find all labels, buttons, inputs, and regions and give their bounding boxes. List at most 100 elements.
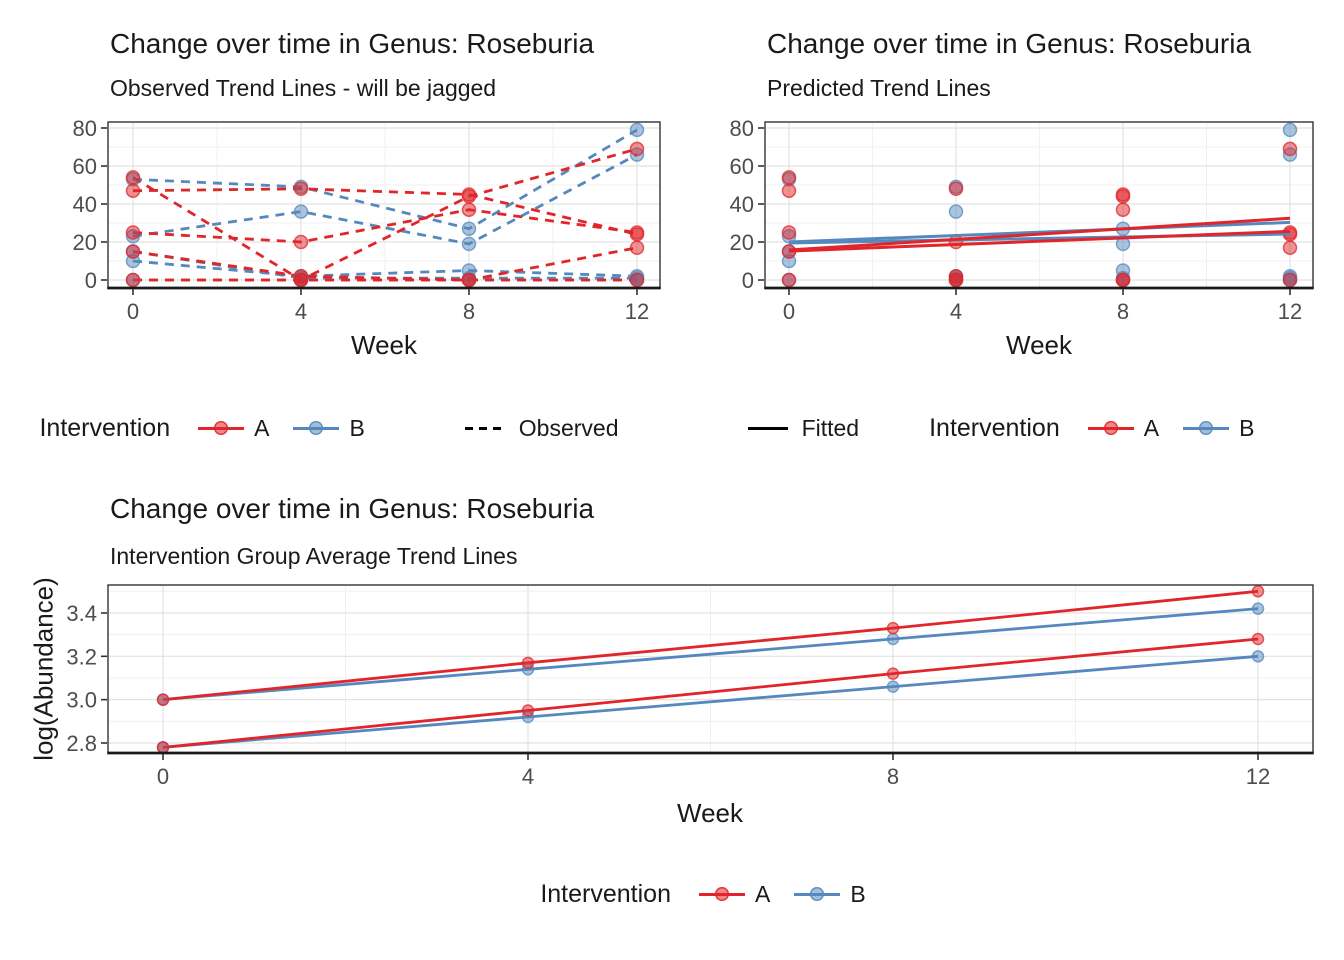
series-line-B-subject-3: [132, 259, 638, 278]
data-point: [521, 704, 535, 717]
data-point: [125, 225, 141, 240]
y-tick-label: 60: [730, 154, 754, 179]
data-point: [1282, 272, 1298, 288]
legend-key-a: [698, 880, 745, 908]
axis-ticks-and-labels: 0 4 8 12 0 20 40 60 80: [73, 116, 650, 324]
observed-x-axis-title: Week: [351, 330, 417, 360]
predicted-subtitle: Predicted Trend Lines: [767, 75, 991, 101]
legend-point-b-icon: [309, 421, 324, 435]
y-tick-label: 40: [73, 192, 97, 217]
legend-key-a: [1087, 414, 1134, 442]
data-point: [781, 225, 797, 240]
legend-point-b-icon: [1199, 421, 1214, 435]
data-point: [1251, 602, 1265, 615]
solid-line-key-icon: [747, 426, 788, 430]
y-tick-label: 3.2: [66, 644, 97, 669]
data-point: [1251, 585, 1265, 598]
data-point: [948, 204, 964, 219]
data-point: [521, 656, 535, 670]
x-tick-label: 0: [127, 299, 139, 324]
legend-label-b: B: [1239, 414, 1255, 441]
data-point: [1282, 240, 1298, 255]
average-legend: Intervention A B: [76, 878, 1344, 910]
legend-label-a: A: [254, 414, 270, 441]
y-tick-label: 2.8: [66, 731, 97, 756]
legend-key-b: [293, 414, 340, 442]
y-tick-label: 3.0: [66, 688, 97, 713]
data-point: [156, 741, 170, 754]
predicted-linetype-label: Fitted: [801, 414, 860, 441]
legend-point-b-icon: [810, 887, 825, 901]
data-point: [125, 183, 141, 198]
average-subtitle: Intervention Group Average Trend Lines: [110, 543, 518, 569]
legend-key-b: [1183, 414, 1230, 442]
y-tick-label: 60: [73, 154, 97, 179]
data-point: [125, 244, 141, 259]
data-point: [781, 183, 797, 198]
x-tick-label: 0: [783, 299, 795, 324]
predicted-title: Change over time in Genus: Roseburia: [767, 28, 1252, 59]
fitted-line-A: [788, 229, 1291, 253]
data-point: [886, 621, 900, 635]
average-y-axis-title: log(Abundance): [28, 577, 59, 761]
series-line-A-average-upper: [162, 589, 1259, 702]
x-tick-label: 4: [522, 764, 534, 789]
average-plot-canvas: 0 4 8 12 2.8 3.0 3.2 3.4: [66, 584, 1314, 789]
x-tick-label: 12: [625, 299, 649, 324]
predicted-chart: 0 4 8 12 0 20 40 60 80 Change over time in Genus…: [672, 0, 1344, 392]
average-chart: 0 4 8 12 2.8 3.0 3.2 3.4 Change over time in Ge…: [0, 470, 1344, 860]
series-line-A-subject-1: [132, 147, 638, 282]
trend-lines: [162, 589, 1259, 749]
average-title: Change over time in Genus: Roseburia: [110, 493, 595, 524]
data-point: [461, 272, 477, 288]
observed-plot-canvas: 0 4 8 12 0 20 40 60 80: [73, 116, 661, 324]
x-tick-label: 12: [1278, 299, 1302, 324]
data-point: [1115, 187, 1131, 202]
predicted-x-axis-title: Week: [1006, 330, 1072, 360]
y-tick-label: 80: [73, 116, 97, 141]
observed-legend: Intervention A B Observed: [0, 412, 672, 444]
series-line-A-average-lower: [162, 637, 1259, 749]
data-point: [293, 204, 309, 219]
gridlines: [108, 585, 1313, 753]
average-legend-title: Intervention: [540, 879, 671, 908]
data-point: [461, 221, 477, 236]
legend-point-a-icon: [714, 887, 729, 901]
data-point: [629, 240, 645, 255]
series-line-A-subject-4: [132, 246, 638, 282]
x-tick-label: 8: [463, 299, 475, 324]
data-point: [461, 187, 477, 202]
observed-legend-title: Intervention: [39, 413, 171, 442]
series-line-B-average-lower: [162, 654, 1259, 749]
legend-key-a: [198, 414, 245, 442]
data-point: [1251, 650, 1265, 663]
x-tick-label: 8: [887, 764, 899, 789]
gridlines: [765, 122, 1313, 288]
legend-label-b: B: [349, 414, 365, 441]
axis-ticks-and-labels: 0 4 8 12 0 20 40 60 80: [730, 116, 1303, 324]
predicted-legend: Fitted Intervention A B: [672, 412, 1344, 444]
legend-label-a: A: [754, 880, 771, 907]
y-tick-label: 0: [85, 268, 97, 293]
data-point: [1282, 141, 1298, 157]
observed-subtitle: Observed Trend Lines - will be jagged: [110, 75, 497, 101]
data-point: [1251, 632, 1265, 646]
x-tick-label: 0: [157, 764, 169, 789]
data-points: [156, 585, 1265, 754]
data-point: [629, 122, 645, 138]
legend-label-a: A: [1143, 414, 1160, 441]
legend-point-a-icon: [214, 421, 229, 435]
fitted-line-B: [788, 220, 1291, 244]
data-point: [461, 236, 477, 252]
data-point: [1115, 272, 1131, 288]
series-line-B-average-upper: [162, 607, 1259, 702]
legend-point-a-icon: [1103, 421, 1118, 435]
series-line-A-subject-3: [132, 208, 638, 244]
data-point: [948, 181, 964, 197]
data-point: [629, 225, 645, 240]
y-tick-label: 80: [730, 116, 754, 141]
y-tick-label: 20: [730, 230, 754, 255]
predicted-legend-title: Intervention: [929, 413, 1060, 442]
data-point: [948, 272, 964, 288]
